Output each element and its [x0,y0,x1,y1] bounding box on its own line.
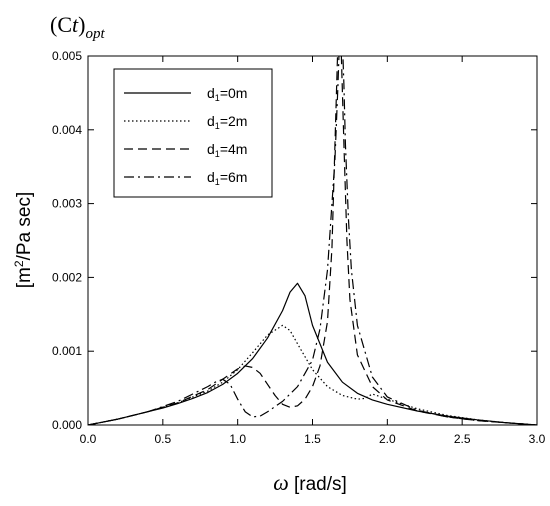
title-open: (C [50,12,72,37]
x-tick-label: 1.0 [229,432,246,446]
series-group [88,56,537,425]
y-tick-label: 0.005 [52,49,82,63]
y-tick-label: 0.004 [52,123,82,137]
legend-label: d1=4m [207,141,247,159]
y-axis-label: [m2/Pa sec] [12,192,35,288]
series-line-3 [88,56,537,425]
x-tick-label: 0.0 [80,432,97,446]
title-sub: opt [85,26,105,42]
x-axis-symbol: ω [273,470,289,495]
series-line-1 [88,324,537,425]
title-t: t [72,12,79,37]
legend-label: d1=2m [207,113,247,131]
x-tick-label: 2.0 [379,432,396,446]
chart-title: (Ct)opt [50,12,105,42]
title-close: ) [78,12,85,37]
x-tick-label: 2.5 [454,432,471,446]
y-axis-post: /Pa sec] [14,192,35,261]
x-tick-label: 3.0 [529,432,546,446]
x-axis-label: ω [rad/s] [273,470,347,495]
legend: d1=0m d1=2m d1=4m d1=6m [113,68,273,198]
y-axis-pre: [m [14,267,35,288]
legend-label: d1=0m [207,85,247,103]
y-axis-sup: 2 [12,260,26,267]
x-tick-label: 1.5 [304,432,321,446]
x-axis-unit: [rad/s] [289,474,347,495]
series-line-0 [88,282,537,425]
tick-labels: 0.0 0.5 1.0 1.5 2.0 2.5 3.0 0.000 0.001 0.002 0.00… [52,49,546,446]
legend-box [113,68,273,198]
y-tick-label: 0.002 [52,270,82,284]
x-tick-label: 0.5 [154,432,171,446]
y-tick-label: 0.003 [52,197,82,211]
legend-label: d1=6m [207,169,247,187]
y-tick-label: 0.001 [52,344,82,358]
y-tick-label: 0.000 [52,418,82,432]
